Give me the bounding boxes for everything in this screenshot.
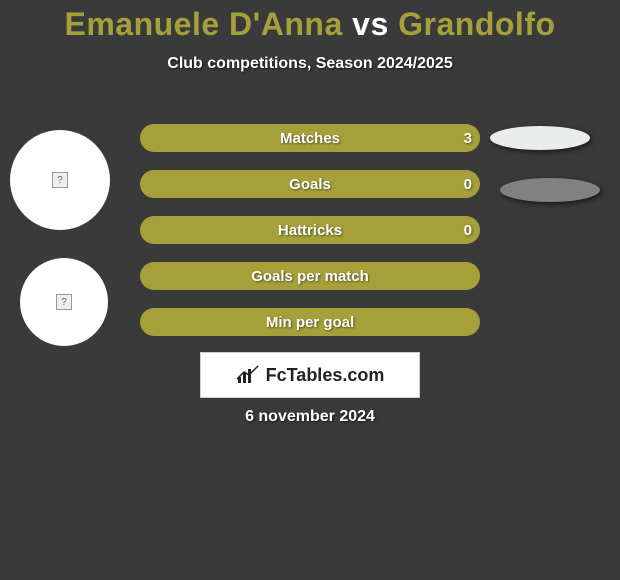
- stat-label: Goals per match: [251, 268, 369, 285]
- stat-row: Matches 3: [140, 124, 480, 152]
- stat-value-right: 0: [464, 176, 472, 193]
- stat-ellipse-2: [500, 178, 600, 202]
- stat-label: Hattricks: [278, 222, 342, 239]
- broken-image-icon: ?: [52, 172, 68, 188]
- stat-row: Min per goal: [140, 308, 480, 336]
- comparison-card: Emanuele D'Anna vs Grandolfo Club compet…: [0, 0, 620, 580]
- vs-text: vs: [352, 6, 389, 42]
- player1-name: Emanuele D'Anna: [64, 6, 342, 42]
- date-text: 6 november 2024: [0, 408, 620, 426]
- stat-ellipse-1: [490, 126, 590, 150]
- subtitle: Club competitions, Season 2024/2025: [0, 55, 620, 73]
- player2-avatar: ?: [20, 258, 108, 346]
- chart-icon: [236, 365, 260, 385]
- stat-label: Min per goal: [266, 314, 354, 331]
- broken-image-icon: ?: [56, 294, 72, 310]
- stat-label: Matches: [280, 130, 340, 147]
- stat-rows: Matches 3 Goals 0 Hattricks 0 Goals per match M…: [140, 124, 480, 354]
- page-title: Emanuele D'Anna vs Grandolfo: [0, 0, 620, 43]
- stat-row: Hattricks 0: [140, 216, 480, 244]
- source-logo: FcTables.com: [200, 352, 420, 398]
- player2-name: Grandolfo: [398, 6, 555, 42]
- stat-row: Goals 0: [140, 170, 480, 198]
- stat-value-right: 0: [464, 222, 472, 239]
- stat-value-right: 3: [464, 130, 472, 147]
- logo-text: FcTables.com: [266, 365, 385, 386]
- stat-label: Goals: [289, 176, 331, 193]
- player1-avatar: ?: [10, 130, 110, 230]
- stat-row: Goals per match: [140, 262, 480, 290]
